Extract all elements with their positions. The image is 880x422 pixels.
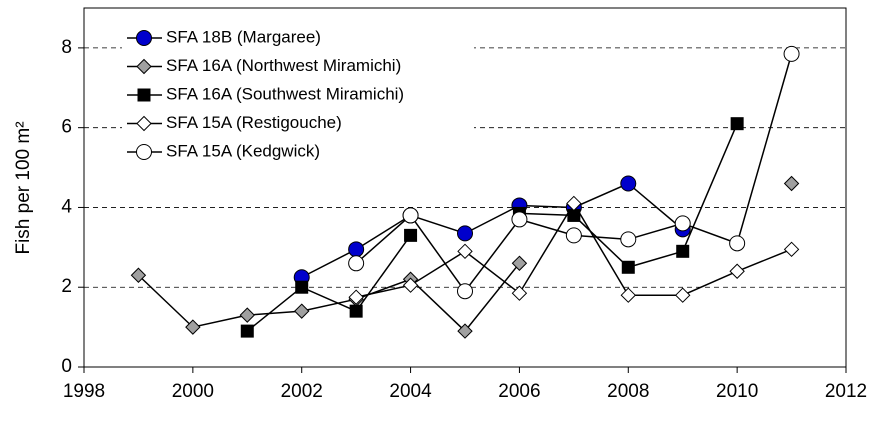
marker: [676, 244, 690, 258]
y-tick-label: 4: [61, 196, 72, 217]
marker: [402, 207, 419, 224]
marker: [675, 287, 691, 303]
marker: [136, 58, 152, 75]
marker: [349, 304, 363, 318]
marker: [783, 45, 800, 62]
marker: [730, 117, 744, 131]
marker: [620, 231, 637, 248]
y-tick-label: 0: [61, 356, 72, 377]
y-tick-label: 2: [61, 276, 72, 297]
marker: [783, 175, 800, 192]
y-axis-label: Fish per 100 m²: [13, 121, 34, 254]
x-tick-label: 1998: [63, 381, 105, 402]
legend-label: SFA 15A (Restigouche): [166, 113, 342, 132]
marker: [239, 307, 255, 323]
x-tick-label: 2002: [281, 381, 323, 402]
legend-background: [122, 22, 474, 168]
series-line: [301, 182, 684, 278]
marker: [566, 195, 582, 212]
marker: [295, 280, 309, 294]
marker: [457, 323, 473, 339]
legend-label: SFA 15A (Kedgwick): [166, 141, 320, 160]
marker: [130, 267, 147, 283]
marker: [511, 285, 528, 301]
legend: SFA 18B (Margaree) SFA 16A (Northwest Mir…: [122, 22, 474, 168]
marker: [348, 255, 365, 272]
marker: [136, 30, 152, 46]
marker: [136, 115, 152, 132]
x-tick-label: 2000: [172, 381, 214, 402]
marker: [185, 319, 201, 335]
x-tick-label: 2012: [825, 381, 867, 402]
marker: [729, 263, 745, 279]
marker: [621, 260, 635, 274]
marker: [348, 289, 364, 305]
legend-label: SFA 16A (Northwest Miramichi): [166, 56, 401, 75]
legend-label: SFA 18B (Margaree): [166, 27, 321, 46]
y-tick-label: 8: [61, 37, 72, 58]
plot-frame: [83, 7, 847, 368]
x-tick-label: 2004: [389, 381, 432, 402]
marker: [404, 228, 418, 242]
marker: [457, 283, 473, 300]
marker: [457, 243, 473, 260]
x-tick-label: 2006: [498, 381, 540, 402]
marker: [511, 255, 528, 271]
marker: [348, 241, 365, 258]
marker: [294, 303, 310, 319]
x-tick-label: 2008: [607, 381, 649, 402]
legend-label: SFA 16A (Southwest Miramichi): [166, 84, 404, 103]
marker: [674, 215, 691, 232]
y-tick-label: 6: [61, 117, 72, 138]
marker: [137, 88, 151, 102]
marker: [783, 241, 800, 258]
marker: [620, 287, 636, 303]
marker: [565, 227, 582, 244]
marker: [457, 225, 473, 242]
marker: [511, 211, 528, 228]
marker: [729, 235, 746, 252]
x-tick-label: 2010: [716, 381, 758, 402]
marker: [567, 208, 581, 222]
marker: [620, 175, 637, 192]
marker: [136, 144, 152, 160]
marker: [402, 277, 419, 293]
marker: [240, 324, 254, 338]
